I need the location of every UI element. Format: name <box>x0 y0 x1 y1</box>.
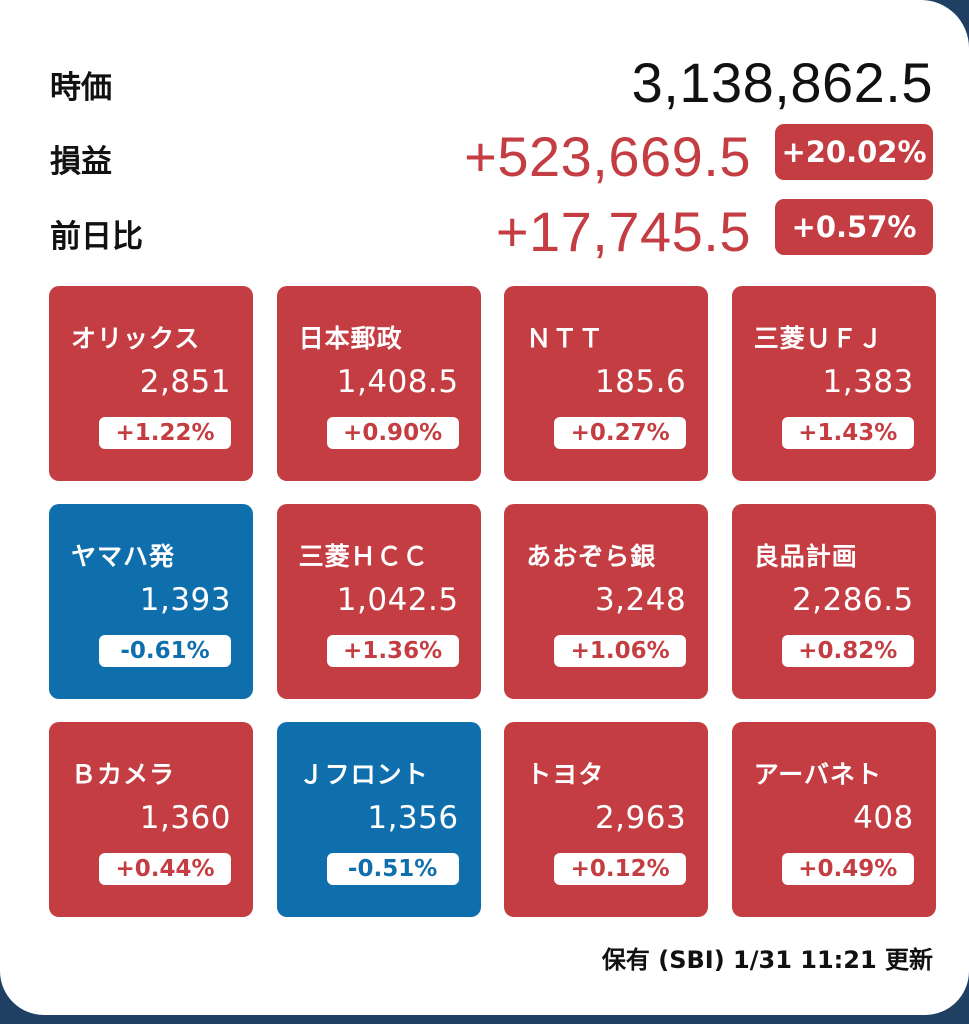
stock-change-badge: +0.12% <box>554 853 687 885</box>
stock-tile[interactable]: オリックス 2,851 +1.22% <box>49 286 253 481</box>
stock-change-badge: +1.36% <box>326 635 459 667</box>
profit-loss-value: +523,669.5 <box>464 125 751 188</box>
stock-name: 良品計画 <box>753 542 858 571</box>
stock-tile[interactable]: アーバネト 408 +0.49% <box>731 722 936 917</box>
stock-name: ＮＴＴ <box>526 324 605 353</box>
stock-name: アーバネト <box>753 760 883 789</box>
stock-name: トヨタ <box>526 760 605 789</box>
stock-tile[interactable]: 三菱ＨＣＣ 1,042.5 +1.36% <box>276 504 481 699</box>
stock-change-badge: +0.49% <box>781 853 914 885</box>
stock-name: 三菱ＵＦＪ <box>753 324 884 353</box>
market-value: 3,138,862.5 <box>631 51 933 114</box>
stock-name: 日本郵政 <box>298 324 403 353</box>
stock-name: あおぞら銀 <box>526 542 657 571</box>
stock-price: 1,042.5 <box>336 582 459 618</box>
stock-price: 1,360 <box>139 800 231 836</box>
market-value-row: 時価 3,138,862.5 <box>0 50 969 120</box>
day-change-label: 前日比 <box>50 219 143 255</box>
stock-name: オリックス <box>71 324 201 353</box>
stock-change-badge: +1.06% <box>554 635 687 667</box>
stock-tile[interactable]: トヨタ 2,963 +0.12% <box>504 722 709 917</box>
stock-tile[interactable]: 良品計画 2,286.5 +0.82% <box>731 504 936 699</box>
stock-tile[interactable]: あおぞら銀 3,248 +1.06% <box>504 504 709 699</box>
stock-price: 1,383 <box>822 364 914 400</box>
stock-price: 1,408.5 <box>336 364 459 400</box>
stock-tile[interactable]: ＮＴＴ 185.6 +0.27% <box>504 286 709 481</box>
stock-price: 2,286.5 <box>791 582 914 618</box>
stock-change-badge: -0.61% <box>99 635 231 667</box>
stock-name: Ｂカメラ <box>71 760 176 789</box>
stock-tile[interactable]: 日本郵政 1,408.5 +0.90% <box>276 286 481 481</box>
stock-price: 185.6 <box>594 364 687 400</box>
profit-loss-label: 損益 <box>50 144 112 180</box>
stock-tile[interactable]: Ｊフロント 1,356 -0.51% <box>276 722 481 917</box>
stock-change-badge: +0.44% <box>99 853 231 885</box>
stock-change-badge: +0.90% <box>326 417 459 449</box>
stock-grid: オリックス 2,851 +1.22% 日本郵政 1,408.5 +0.90% ＮＴＴ 18… <box>49 286 936 917</box>
day-change-percent-badge: +0.57% <box>775 199 933 255</box>
stock-tile[interactable]: 三菱ＵＦＪ 1,383 +1.43% <box>731 286 936 481</box>
day-change-value: +17,745.5 <box>495 200 751 263</box>
stock-change-badge: -0.51% <box>326 853 459 885</box>
stock-price: 2,851 <box>139 364 231 400</box>
day-change-row: 前日比 +17,745.5 +0.57% <box>0 199 969 269</box>
market-value-label: 時価 <box>50 70 112 106</box>
profit-loss-percent-badge: +20.02% <box>775 124 933 180</box>
update-status: 保有 (SBI) 1/31 11:21 更新 <box>601 946 933 974</box>
stock-price: 2,963 <box>594 800 687 836</box>
stock-price: 3,248 <box>594 582 687 618</box>
stock-change-badge: +0.27% <box>554 417 687 449</box>
stock-tile[interactable]: ヤマハ発 1,393 -0.61% <box>49 504 253 699</box>
stock-tile[interactable]: Ｂカメラ 1,360 +0.44% <box>49 722 253 917</box>
stock-price: 1,356 <box>367 800 459 836</box>
stock-change-badge: +1.43% <box>781 417 914 449</box>
stock-name: Ｊフロント <box>298 760 429 789</box>
stock-name: ヤマハ発 <box>71 542 176 571</box>
stock-change-badge: +0.82% <box>781 635 914 667</box>
stock-price: 1,393 <box>139 582 231 618</box>
stock-change-badge: +1.22% <box>99 417 231 449</box>
profit-loss-row: 損益 +523,669.5 +20.02% <box>0 124 969 194</box>
stock-price: 408 <box>853 800 914 836</box>
stock-name: 三菱ＨＣＣ <box>298 542 429 571</box>
